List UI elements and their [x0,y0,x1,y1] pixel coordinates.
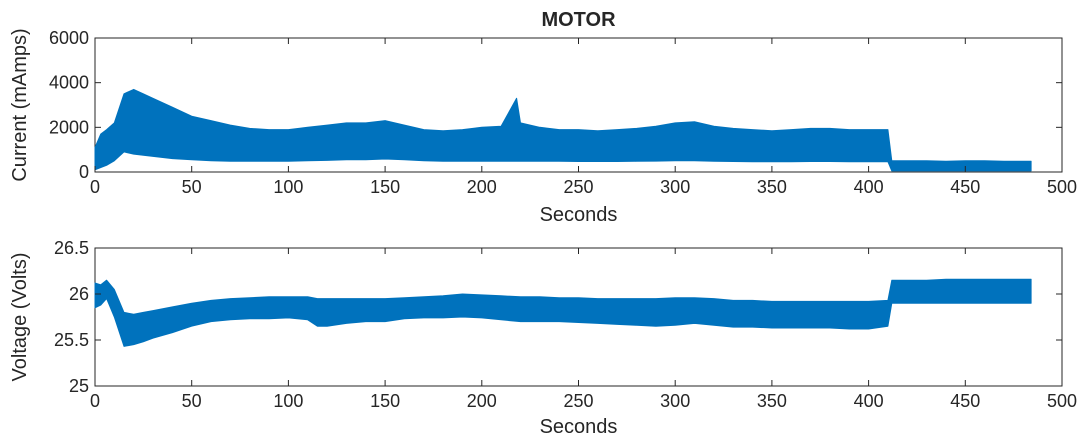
voltage-panel: 0 50 100 150 200 250 300 350 400 450 500 25 25.5 26 26… [9,238,1077,438]
y-tick-label: 2000 [49,117,89,137]
x-tick-label: 350 [757,391,787,411]
x-tick-label: 300 [660,391,690,411]
x-tick-label: 100 [273,177,303,197]
series-band [94,278,1032,347]
x-tick-label: 400 [854,177,884,197]
x-axis-label: Seconds [540,204,618,226]
x-tick-label: 150 [370,177,400,197]
x-tick-label: 200 [467,391,497,411]
series-band [94,88,1032,172]
x-tick-label: 450 [950,391,980,411]
x-axis-label: Seconds [540,416,618,438]
x-tick-label: 50 [182,177,202,197]
x-tick-label: 400 [854,391,884,411]
y-tick-label: 26.5 [54,238,89,258]
y-axis-label: Current (mAmps) [9,28,31,181]
y-tick-label: 26 [69,284,89,304]
y-tick-label: 0 [79,162,89,182]
y-tick-label: 6000 [49,28,89,48]
y-tick-label: 25.5 [54,330,89,350]
y-axis-label: Voltage (Volts) [9,253,31,382]
x-tick-label: 250 [563,391,593,411]
x-tick-label: 0 [90,391,100,411]
x-tick-label: 300 [660,177,690,197]
x-tick-label: 200 [467,177,497,197]
x-tick-label: 350 [757,177,787,197]
x-tick-label: 450 [950,177,980,197]
y-tick-label: 25 [69,376,89,396]
x-tick-label: 150 [370,391,400,411]
x-tick-label: 500 [1047,177,1077,197]
x-tick-label: 250 [563,177,593,197]
y-tick-label: 4000 [49,73,89,93]
x-tick-label: 50 [182,391,202,411]
x-tick-label: 0 [90,177,100,197]
x-tick-label: 500 [1047,391,1077,411]
chart-title: MOTOR [541,9,616,31]
x-tick-label: 100 [273,391,303,411]
current-panel: 0 50 100 150 200 250 300 350 400 450 500 0 2000 4000 6… [9,9,1077,226]
